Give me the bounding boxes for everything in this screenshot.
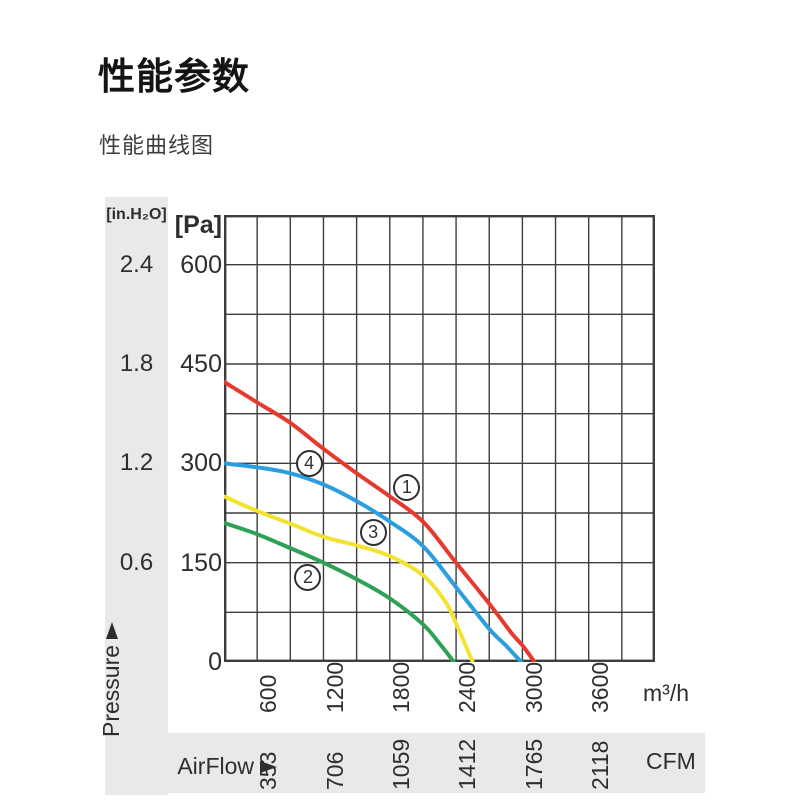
y-tick-inh2o-2.4: 2.4 (119, 250, 154, 278)
y-axis-unit-inh2o: [in.H₂O] (106, 206, 167, 223)
x-tick-m3h-3600: 3600 (586, 661, 613, 713)
y-axis-strip (105, 197, 168, 795)
x-tick-m3h-2400: 2400 (454, 661, 481, 713)
chart-subtitle: 性能曲线图 (99, 133, 215, 158)
curve-2 (224, 520, 456, 662)
x-axis-label-text: AirFlow (177, 753, 254, 779)
x-tick-cfm-2118: 2118 (586, 740, 613, 790)
x-tick-cfm-1059: 1059 (387, 738, 414, 790)
x-tick-m3h-1200: 1200 (321, 661, 348, 713)
x-tick-m3h-3000: 3000 (520, 661, 547, 713)
up-arrow-icon (106, 621, 118, 639)
right-arrow-icon (260, 761, 277, 773)
curve-marker-3: 3 (359, 519, 387, 547)
y-tick-pa-0: 0 (208, 648, 222, 676)
x-tick-m3h-600: 600 (255, 674, 282, 713)
y-tick-pa-450: 450 (180, 350, 222, 378)
x-tick-cfm-706: 706 (321, 751, 348, 790)
x-tick-cfm-1412: 1412 (454, 738, 481, 790)
curve-marker-2: 2 (294, 564, 322, 592)
y-tick-pa-150: 150 (180, 548, 222, 577)
y-tick-inh2o-1.8: 1.8 (119, 350, 154, 377)
x-axis-strip (105, 733, 705, 793)
curve-marker-1: 1 (393, 474, 421, 502)
plot-area (224, 215, 655, 662)
plot-border (224, 215, 655, 662)
y-axis-label: Pressure (98, 621, 124, 737)
y-tick-pa-300: 300 (180, 449, 222, 478)
page-title: 性能参数 (98, 56, 250, 97)
y-tick-pa-600: 600 (180, 250, 222, 279)
x-axis-unit-m3h: m³/h (643, 680, 689, 706)
x-axis-label: AirFlow (125, 753, 277, 780)
y-tick-inh2o-0.6: 0.6 (119, 548, 154, 576)
x-tick-m3h-1800: 1800 (387, 661, 414, 713)
y-tick-inh2o-1.2: 1.2 (119, 449, 154, 477)
performance-curve-chart: [in.H₂O] [Pa] 600 450 300 150 0 2.4 1.8 1.2 0.6… (98, 197, 705, 795)
curve-1 (224, 379, 537, 662)
x-tick-cfm-1765: 1765 (520, 738, 547, 790)
y-axis-unit-pa: [Pa] (174, 211, 222, 239)
y-axis-label-text: Pressure (98, 644, 124, 737)
curve-3 (224, 494, 475, 662)
x-axis-unit-cfm: CFM (646, 748, 696, 774)
curve-4 (224, 461, 524, 662)
curve-marker-4: 4 (295, 450, 323, 478)
